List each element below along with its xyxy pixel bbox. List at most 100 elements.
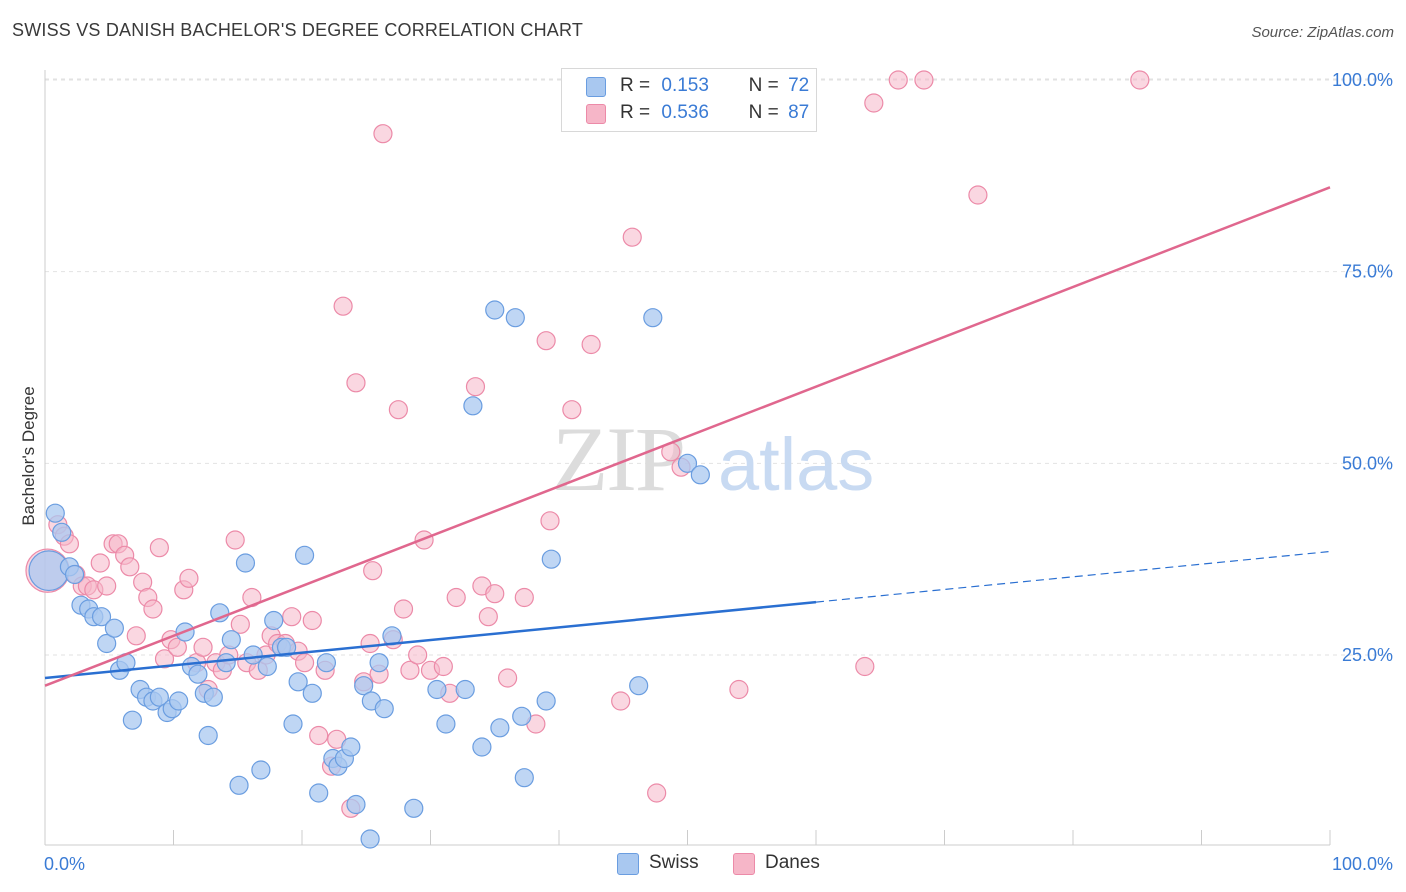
swiss-point	[169, 691, 189, 711]
chart-title: SWISS VS DANISH BACHELOR'S DEGREE CORREL…	[12, 20, 584, 40]
danes-point	[540, 511, 560, 531]
swiss-point	[463, 396, 483, 416]
y-tick-label: 50.0%	[1342, 453, 1393, 473]
source-label: Source: ZipAtlas.com	[1251, 24, 1394, 41]
swiss-point	[436, 714, 456, 734]
bottom-legend-swatch-swiss	[617, 853, 639, 875]
danes-point	[514, 587, 534, 608]
swiss-point	[64, 564, 85, 585]
swiss-point	[97, 633, 117, 654]
swiss-point	[514, 768, 534, 788]
danes-point	[498, 668, 518, 688]
danes-point	[179, 568, 199, 588]
swiss-point	[203, 687, 223, 707]
danes-point	[888, 70, 908, 90]
swiss-point	[251, 760, 271, 780]
swiss-point	[122, 710, 142, 730]
swiss-point	[283, 714, 303, 734]
swiss-point	[276, 637, 297, 657]
swiss-point	[45, 503, 65, 523]
swiss-point	[374, 699, 394, 719]
danes-point	[294, 653, 315, 673]
swiss-point	[427, 679, 447, 700]
swiss-point	[229, 775, 249, 795]
swiss-trend-projection	[815, 550, 1331, 603]
bottom-legend-swatch-danes	[733, 853, 755, 875]
swiss-point	[316, 653, 337, 673]
swiss-point	[505, 308, 525, 328]
swiss-point	[455, 679, 475, 700]
danes-point	[393, 599, 414, 619]
y-tick-label: 75.0%	[1342, 262, 1393, 282]
watermark-zip: ZIP	[552, 408, 684, 510]
danes-point	[230, 614, 250, 634]
x-tick-label-max: 100.0%	[1332, 854, 1393, 874]
trend-lines	[44, 186, 1331, 687]
danes-point	[562, 400, 582, 420]
y-tick-label: 25.0%	[1342, 645, 1393, 665]
swiss-point	[404, 798, 424, 818]
danes-trend-line	[44, 186, 1331, 687]
danes-point	[282, 607, 302, 627]
danes-point	[143, 599, 163, 619]
y-tick-label: 100.0%	[1332, 70, 1393, 90]
danes-point	[149, 538, 169, 558]
danes-point	[167, 637, 187, 657]
danes-point	[536, 331, 556, 351]
legend-swatch-swiss	[586, 77, 606, 97]
swiss-point	[216, 653, 236, 673]
x-tick-label-min: 0.0%	[44, 854, 85, 874]
danes-point	[408, 645, 428, 665]
danes-point	[647, 783, 667, 803]
danes-point	[400, 660, 420, 680]
legend-n-value-swiss: 72	[788, 75, 810, 96]
swiss-point	[369, 653, 389, 673]
swiss-point	[346, 794, 366, 815]
swiss-point	[149, 687, 169, 707]
danes-point	[126, 626, 146, 646]
danes-point	[485, 584, 505, 604]
bottom-legend-label-swiss: Swiss	[649, 852, 699, 873]
swiss-point	[536, 691, 556, 711]
swiss-point	[52, 522, 72, 542]
legend-n-label: N =	[748, 102, 779, 123]
swiss-point	[643, 308, 663, 328]
swiss-point	[541, 549, 561, 569]
swiss-point	[677, 453, 698, 473]
danes-point	[309, 725, 329, 746]
legend: R = 0.153 N = 72 R = 0.536 N = 87	[561, 68, 817, 132]
danes-point	[465, 377, 486, 397]
swiss-trend-line	[44, 600, 817, 680]
danes-point	[333, 296, 353, 316]
danes-point	[193, 637, 213, 657]
swiss-point	[629, 676, 649, 696]
danes-point	[914, 70, 934, 90]
watermark: ZIP atlas	[552, 408, 874, 510]
danes-point	[120, 557, 140, 577]
legend-n-value-danes: 87	[788, 102, 810, 123]
swiss-point	[485, 300, 505, 320]
swiss-point	[288, 672, 308, 692]
swiss-point	[302, 683, 322, 703]
legend-r-label: R =	[620, 75, 651, 96]
swiss-point	[243, 645, 263, 665]
tick-labels: 25.0% 50.0% 75.0% 100.0% 0.0% 100.0%	[44, 70, 1393, 874]
swiss-point	[188, 664, 208, 684]
legend-r-label: R =	[620, 102, 651, 123]
danes-point	[1130, 70, 1150, 90]
swiss-point	[235, 553, 256, 573]
watermark-atlas: atlas	[718, 423, 874, 506]
swiss-point	[264, 610, 284, 631]
danes-point	[346, 373, 366, 393]
swiss-point	[309, 783, 329, 803]
danes-point	[363, 561, 383, 581]
swiss-point	[221, 630, 241, 650]
danes-point	[864, 93, 884, 113]
legend-swatch-danes	[586, 104, 606, 124]
swiss-point	[341, 737, 361, 757]
swiss-point	[360, 829, 380, 849]
danes-point	[433, 656, 453, 677]
swiss-point	[512, 706, 532, 726]
swiss-point	[490, 718, 510, 738]
